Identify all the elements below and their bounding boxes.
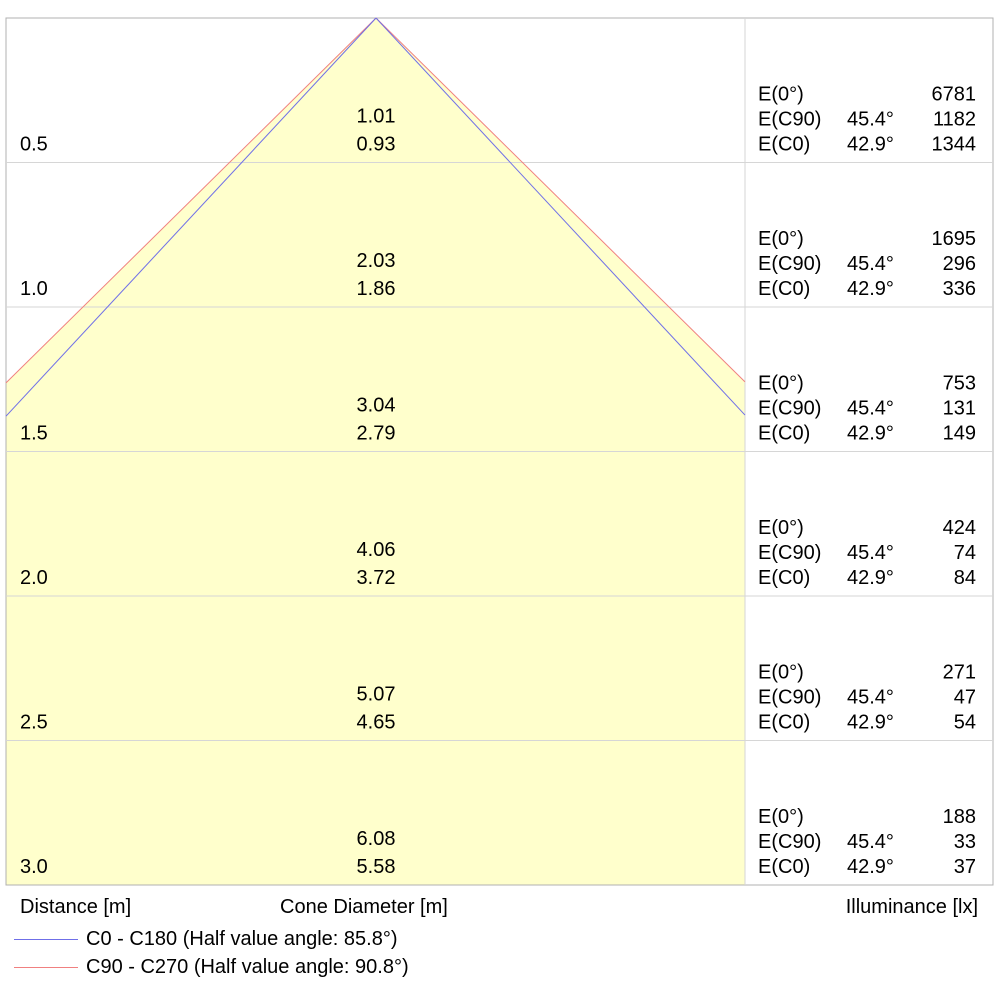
cone-diameter-c90-value: 3.04 <box>357 395 396 417</box>
ec0-value: 1344 <box>932 134 977 156</box>
cone-line-c90-c270-left <box>5 17 377 384</box>
distance-tick-label: 3.0 <box>20 856 48 878</box>
distance-tick-label: 0.5 <box>20 134 48 156</box>
ec90-value: 1182 <box>933 109 976 131</box>
distance-axis-label: Distance [m] <box>20 896 132 918</box>
ec0-label: E(C0) <box>758 423 810 445</box>
ec0-label: E(C0) <box>758 134 810 156</box>
cone-line-layer <box>5 17 746 417</box>
e0-value: 188 <box>943 806 976 828</box>
cone-line-c0-c180-right <box>375 17 746 416</box>
cone-diameter-label: Cone Diameter [m] <box>280 896 448 918</box>
label-layer: 0.5 0.93 1.01 E(0°) 6781 E(C90) 45.4° 1182 E(C0)… <box>20 84 976 879</box>
ec90-label: E(C90) <box>758 687 821 709</box>
legend-label-c90-c270: C90 - C270 (Half value angle: 90.8°) <box>86 956 409 978</box>
legend-label-c0-c180: C0 - C180 (Half value angle: 85.8°) <box>86 928 398 950</box>
cone-diameter-c90-value: 5.07 <box>357 684 396 706</box>
ec90-value: 74 <box>954 542 976 564</box>
e0-label: E(0°) <box>758 517 804 539</box>
ec0-angle: 42.9° <box>847 712 894 734</box>
distance-tick-label: 1.5 <box>20 423 48 445</box>
e0-label: E(0°) <box>758 662 804 684</box>
legend-swatch-c90-c270 <box>14 967 78 968</box>
ec0-angle: 42.9° <box>847 134 894 156</box>
ec90-value: 47 <box>954 687 976 709</box>
ec90-label: E(C90) <box>758 831 821 853</box>
e0-label: E(0°) <box>758 373 804 395</box>
ec90-angle: 45.4° <box>847 687 894 709</box>
ec90-value: 33 <box>954 831 976 853</box>
ec0-value: 84 <box>954 567 976 589</box>
ec0-angle: 42.9° <box>847 567 894 589</box>
cone-diameter-c0-value: 4.65 <box>357 712 396 734</box>
illuminance-label: Illuminance [lx] <box>845 896 978 918</box>
ec90-angle: 45.4° <box>847 109 894 131</box>
e0-value: 271 <box>943 662 976 684</box>
ec0-angle: 42.9° <box>847 278 894 300</box>
cone-diameter-c90-value: 4.06 <box>357 539 396 561</box>
ec90-angle: 45.4° <box>847 831 894 853</box>
distance-tick-label: 2.5 <box>20 712 48 734</box>
ec90-value: 131 <box>943 398 976 420</box>
e0-value: 424 <box>943 517 976 539</box>
legend-item-c0-c180: C0 - C180 (Half value angle: 85.8°) <box>14 928 398 951</box>
distance-tick-label: 2.0 <box>20 567 48 589</box>
cone-diameter-c0-value: 2.79 <box>357 423 396 445</box>
e0-value: 753 <box>943 373 976 395</box>
ec90-label: E(C90) <box>758 398 821 420</box>
cone-line-c0-c180-left <box>5 17 377 417</box>
cone-diameter-c0-value: 1.86 <box>357 278 396 300</box>
e0-value: 1695 <box>932 228 977 250</box>
grid-layer <box>5 17 994 886</box>
cone-diameter-c0-value: 5.58 <box>357 856 396 878</box>
ec0-label: E(C0) <box>758 856 810 878</box>
ec90-label: E(C90) <box>758 542 821 564</box>
ec0-label: E(C0) <box>758 278 810 300</box>
ec0-value: 37 <box>954 856 976 878</box>
cone-diameter-c90-value: 2.03 <box>357 250 396 272</box>
e0-label: E(0°) <box>758 84 804 106</box>
e0-label: E(0°) <box>758 228 804 250</box>
ec90-label: E(C90) <box>758 109 821 131</box>
ec0-angle: 42.9° <box>847 423 894 445</box>
ec90-angle: 45.4° <box>847 398 894 420</box>
distance-tick-label: 1.0 <box>20 278 48 300</box>
ec0-label: E(C0) <box>758 567 810 589</box>
legend-item-c90-c270: C90 - C270 (Half value angle: 90.8°) <box>14 956 409 979</box>
ec0-label: E(C0) <box>758 712 810 734</box>
ec0-value: 149 <box>943 423 976 445</box>
ec90-angle: 45.4° <box>847 253 894 275</box>
ec90-value: 296 <box>943 253 976 275</box>
cone-diameter-c0-value: 0.93 <box>357 134 396 156</box>
ec90-label: E(C90) <box>758 253 821 275</box>
cone-line-c90-c270-right <box>375 17 746 383</box>
ec0-value: 336 <box>943 278 976 300</box>
e0-value: 6781 <box>932 84 977 106</box>
cone-diameter-c90-value: 1.01 <box>357 106 396 128</box>
cone-diameter-c90-value: 6.08 <box>357 828 396 850</box>
ec0-angle: 42.9° <box>847 856 894 878</box>
e0-label: E(0°) <box>758 806 804 828</box>
legend-swatch-c0-c180 <box>14 939 78 940</box>
ec90-angle: 45.4° <box>847 542 894 564</box>
cone-diameter-c0-value: 3.72 <box>357 567 396 589</box>
ec0-value: 54 <box>954 712 976 734</box>
